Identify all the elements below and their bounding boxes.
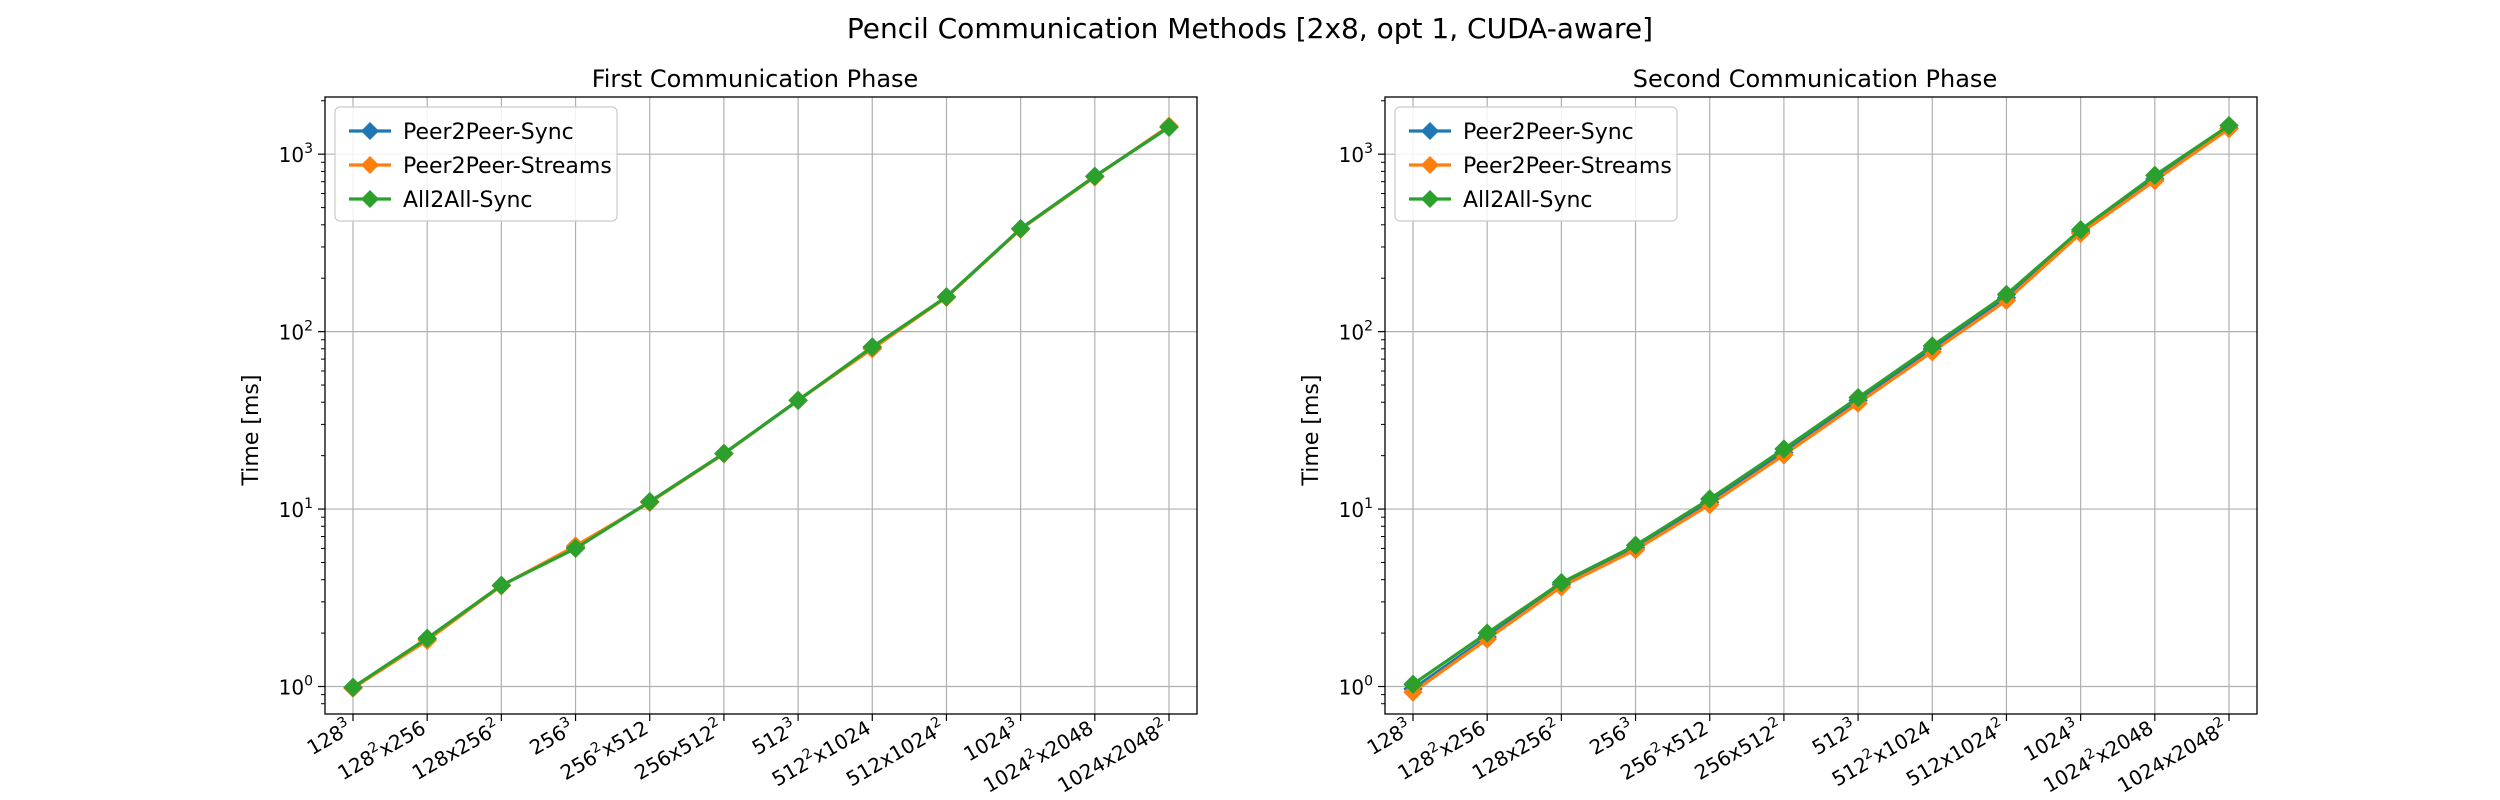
legend-box	[334, 106, 618, 222]
data-point	[1625, 535, 1646, 555]
legend-entry: Peer2Peer-Sync	[1463, 120, 1634, 145]
y-axis-label: Time [ms]	[239, 375, 264, 487]
y-tick-label: 102	[1339, 319, 1373, 345]
data-point	[491, 575, 512, 595]
data-point	[2219, 115, 2239, 136]
data-point	[1700, 489, 1720, 509]
data-point	[1010, 219, 1031, 239]
legend-marker	[1421, 190, 1439, 208]
data-point	[1774, 439, 1794, 459]
data-point	[2070, 220, 2091, 240]
series-line	[1412, 127, 2230, 694]
legend-marker	[361, 122, 379, 140]
legend-box	[1394, 106, 1678, 222]
plot-frame	[324, 96, 1198, 715]
y-tick-label: 101	[279, 496, 313, 522]
data-point	[565, 538, 586, 559]
y-axis-label: Time [ms]	[1299, 375, 1324, 487]
y-tick-label: 103	[1339, 141, 1373, 167]
y-tick-label: 100	[279, 674, 313, 700]
series-line	[1412, 124, 2230, 686]
data-point	[417, 628, 437, 648]
chart-title: First Communication Phase	[592, 65, 919, 93]
y-tick-label: 102	[279, 319, 313, 345]
y-tick-label: 100	[1339, 674, 1373, 700]
data-point	[862, 337, 882, 357]
data-point	[1996, 284, 2017, 305]
series-line	[352, 125, 1170, 689]
y-tick-label: 101	[1339, 496, 1373, 522]
data-point	[1922, 336, 1942, 356]
legend-marker	[1421, 156, 1439, 174]
data-point	[1848, 387, 1868, 408]
data-point	[788, 390, 808, 411]
data-point	[2145, 165, 2165, 186]
legend-entry: All2All-Sync	[1463, 188, 1593, 213]
chart-title: Second Communication Phase	[1633, 65, 1997, 93]
y-tick-label: 103	[279, 141, 313, 167]
data-point	[1477, 623, 1497, 643]
data-point	[640, 492, 660, 512]
data-point	[343, 677, 363, 697]
legend-marker	[1421, 122, 1439, 140]
plot-frame	[1384, 96, 2258, 715]
legend-marker	[361, 156, 379, 174]
figure-title: Pencil Communication Methods [2x8, opt 1…	[847, 12, 1653, 45]
data-point	[1159, 117, 1179, 137]
data-point	[1085, 166, 1105, 187]
data-point	[936, 287, 957, 307]
data-point	[1403, 674, 1423, 694]
legend-marker	[361, 190, 379, 208]
data-point	[714, 443, 734, 464]
legend-entry: Peer2Peer-Streams	[403, 154, 612, 179]
data-point	[1551, 572, 1572, 593]
legend-entry: All2All-Sync	[403, 188, 533, 213]
legend-entry: Peer2Peer-Sync	[403, 120, 574, 145]
legend-entry: Peer2Peer-Streams	[1463, 154, 1672, 179]
